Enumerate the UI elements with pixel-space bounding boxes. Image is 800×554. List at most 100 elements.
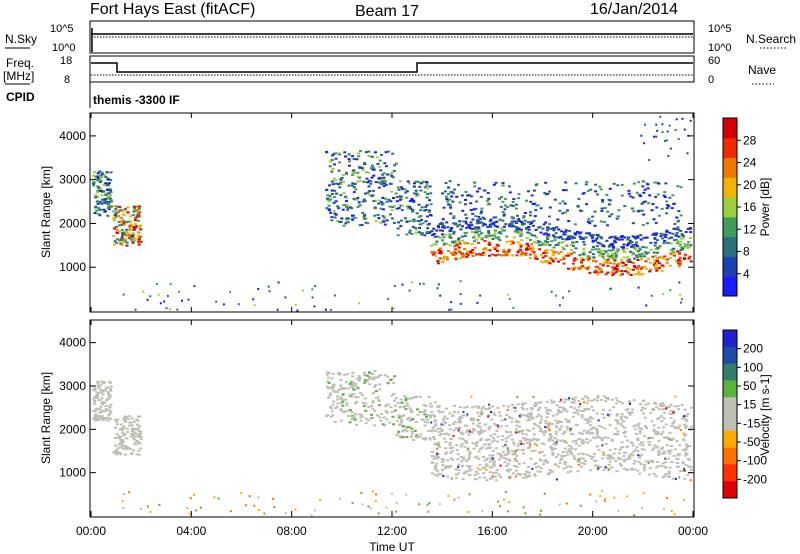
echo-cell xyxy=(496,406,500,409)
echo-cell xyxy=(135,441,139,443)
echo-cell xyxy=(368,383,372,386)
echo-cell xyxy=(379,221,383,224)
echo-cell xyxy=(623,459,626,461)
echo-cell xyxy=(442,257,446,260)
echo-cell xyxy=(383,424,387,427)
echo-cell xyxy=(653,262,657,265)
echo-cell xyxy=(405,426,409,429)
echo-cell xyxy=(402,405,406,407)
echo-cell xyxy=(623,270,627,273)
echo-cell xyxy=(412,220,416,223)
echo-cell xyxy=(370,195,374,198)
echo-cell xyxy=(543,244,547,246)
echo-cell xyxy=(520,441,523,444)
echo-cell xyxy=(448,428,452,431)
echo-cell xyxy=(683,498,686,501)
echo-cell xyxy=(142,290,145,293)
echo-cell xyxy=(108,395,112,398)
echo-cell xyxy=(492,412,496,414)
echo-cell xyxy=(657,439,661,442)
echo-cell xyxy=(491,476,495,479)
echo-cell xyxy=(482,472,485,475)
echo-cell xyxy=(592,409,596,412)
echo-cell xyxy=(514,207,518,210)
echo-cell xyxy=(149,510,152,513)
echo-cell xyxy=(560,241,564,244)
echo-cell xyxy=(368,376,372,379)
echo-cell xyxy=(505,235,509,238)
echo-cell xyxy=(458,426,461,429)
echo-cell xyxy=(598,242,602,245)
echo-cell xyxy=(530,416,534,419)
echo-cell xyxy=(125,437,129,440)
echo-cell xyxy=(365,380,369,383)
echo-cell xyxy=(426,503,429,506)
echo-cell xyxy=(627,411,631,414)
echo-cell xyxy=(582,453,586,456)
echo-cell xyxy=(476,424,480,427)
echo-cell xyxy=(541,227,545,230)
echo-cell xyxy=(599,236,603,239)
echo-cell xyxy=(378,199,382,202)
echo-cell xyxy=(502,214,506,217)
echo-cell xyxy=(681,417,685,420)
echo-cell xyxy=(657,416,661,419)
echo-cell xyxy=(675,440,679,442)
echo-cell xyxy=(554,244,558,246)
echo-cell xyxy=(537,226,540,229)
echo-cell xyxy=(631,243,635,246)
echo-cell xyxy=(608,424,612,426)
echo-cell xyxy=(440,469,444,472)
echo-cell xyxy=(677,262,680,265)
echo-cell xyxy=(646,402,650,405)
echo-cell xyxy=(591,436,595,439)
echo-cell xyxy=(562,262,566,265)
echo-cell xyxy=(652,218,656,221)
echo-cell xyxy=(358,376,362,379)
echo-cell xyxy=(467,433,471,436)
echo-cell xyxy=(135,205,139,208)
echo-cell xyxy=(544,406,548,409)
echo-cell xyxy=(399,219,403,222)
echo-cell xyxy=(460,460,464,463)
echo-cell xyxy=(527,226,531,229)
echo-cell xyxy=(134,216,138,219)
echo-cell xyxy=(404,217,407,220)
echo-cell xyxy=(528,429,531,432)
echo-cell xyxy=(505,240,509,243)
echo-cell xyxy=(526,248,530,251)
echo-cell xyxy=(626,408,630,410)
echo-cell xyxy=(476,301,479,304)
echo-cell xyxy=(531,427,535,430)
echo-cell xyxy=(547,260,551,263)
echo-cell xyxy=(682,432,685,435)
echo-cell xyxy=(540,450,544,453)
echo-cell xyxy=(93,212,97,214)
echo-cell xyxy=(678,476,681,479)
echo-cell xyxy=(410,233,414,235)
echo-cell xyxy=(610,271,614,274)
echo-cell xyxy=(569,445,573,448)
echo-cell xyxy=(522,253,526,256)
echo-cell xyxy=(643,464,647,467)
echo-cell xyxy=(640,409,644,412)
echo-cell xyxy=(683,467,685,470)
echo-cell xyxy=(137,243,141,246)
echo-cell xyxy=(476,190,479,193)
echo-cell xyxy=(114,210,117,213)
echo-cell xyxy=(389,378,393,381)
echo-cell xyxy=(353,171,357,174)
echo-cell xyxy=(383,216,387,219)
echo-cell xyxy=(496,244,500,247)
echo-cell xyxy=(506,446,510,449)
echo-cell xyxy=(350,380,354,383)
echo-cell xyxy=(608,215,612,218)
echo-cell xyxy=(132,436,136,439)
echo-cell xyxy=(443,242,447,245)
echo-cell xyxy=(670,460,674,463)
echo-cell xyxy=(626,469,630,472)
echo-cell xyxy=(488,471,492,474)
echo-cell xyxy=(592,452,596,455)
echo-cell xyxy=(635,446,639,449)
echo-cell xyxy=(397,423,401,426)
